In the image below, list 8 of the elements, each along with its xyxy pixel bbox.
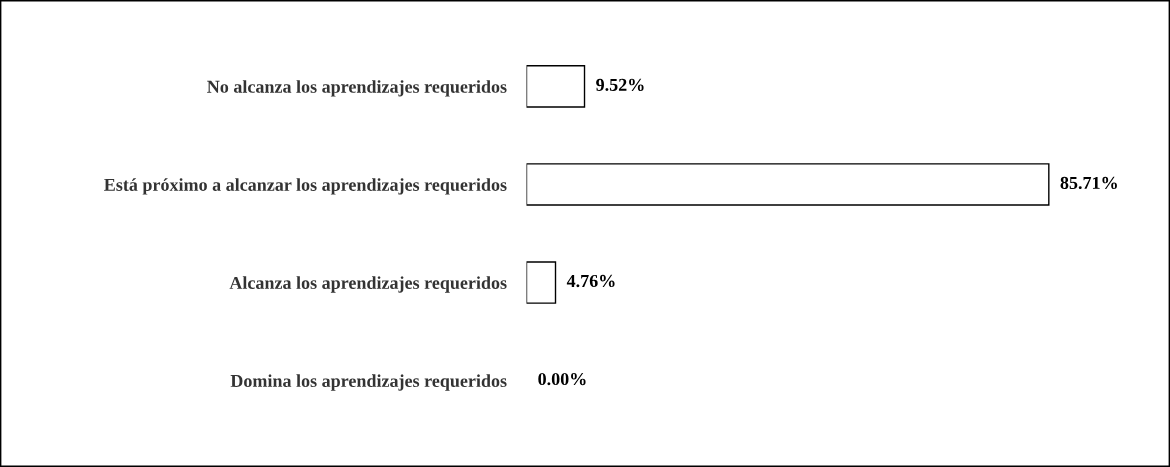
data-label: 9.52% xyxy=(596,78,644,91)
data-label: 0.00% xyxy=(538,372,586,386)
y-tick-label: Domina los aprendizajes requeridos xyxy=(230,374,507,391)
y-tick-label: Está próximo a alcanzar los aprendizajes requeridos xyxy=(104,178,507,195)
data-label: 85.71% xyxy=(1060,176,1117,190)
y-tick-label: No alcanza los aprendizajes requeridos xyxy=(207,80,507,97)
y-tick-label: Alcanza los aprendizajes requeridos xyxy=(229,276,507,293)
data-label: 4.76% xyxy=(566,274,615,288)
